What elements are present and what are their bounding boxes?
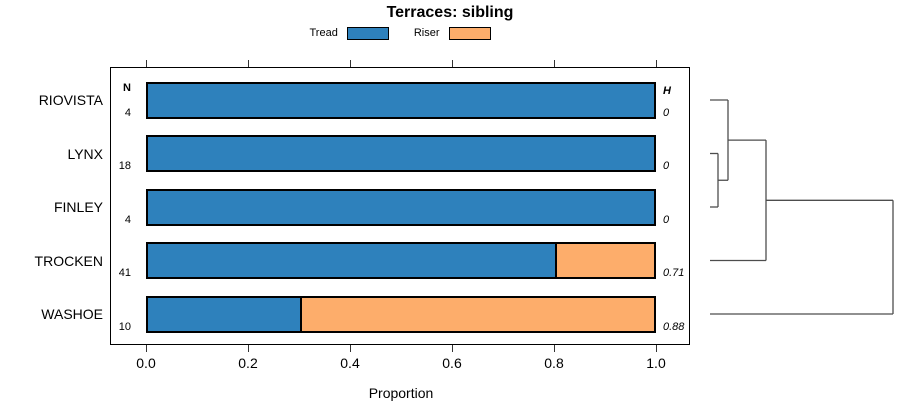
x-tick-top [247,60,249,67]
x-tick-label: 0.8 [544,355,564,371]
x-tick-top [655,60,657,67]
n-value-washoe: 10 [118,320,131,333]
x-tick-top [349,60,351,67]
x-tick-top [145,60,147,67]
h-value-washoe: 0.88 [663,320,685,333]
legend: Tread Riser [110,25,690,41]
legend-swatch-riser-icon [448,26,491,40]
h-value-riovista: 0 [663,106,670,119]
x-tick-label: 1.0 [646,355,666,371]
category-label-lynx: LYNX [67,145,103,162]
n-value-finley: 4 [124,213,131,226]
n-value-lynx: 18 [118,160,131,172]
x-tick-bottom [247,345,249,352]
x-tick-bottom [451,345,453,352]
x-tick-label: 0.0 [136,355,156,371]
x-tick-bottom [145,345,147,352]
bar-riovista [146,81,656,119]
category-label-riovista: RIOVISTA [38,92,103,108]
legend-label-tread: Tread [309,26,338,39]
legend-item-riser: Riser [413,26,491,40]
x-tick-label: 0.2 [238,355,258,371]
bar-finley [146,188,656,226]
legend-item-tread: Tread [309,26,389,40]
category-label-washoe: WASHOE [41,306,103,322]
x-tick-label: 0.6 [442,355,462,371]
x-tick-top [451,60,453,67]
h-value-finley: 0 [663,213,670,226]
riser-segment-trocken [555,244,654,277]
x-tick-top [553,60,555,67]
legend-swatch-tread-icon [346,26,389,40]
plot-area [110,67,690,345]
h-column-header: H [663,85,671,97]
category-label-trocken: TROCKEN [34,252,103,269]
n-value-riovista: 4 [124,106,131,119]
legend-label-riser: Riser [413,26,440,39]
x-tick-bottom [655,345,657,352]
n-column-header: N [123,82,131,94]
h-value-lynx: 0 [663,160,670,172]
category-label-finley: FINLEY [53,199,103,215]
x-tick-label: 0.4 [340,355,360,371]
h-value-trocken: 0.71 [663,267,685,279]
n-value-trocken: 41 [118,267,131,279]
chart-title: Terraces: sibling [386,4,514,21]
bar-trocken [146,242,656,279]
riser-segment-washoe [299,297,654,331]
bar-lynx [146,135,656,172]
x-tick-bottom [349,345,351,352]
x-axis-label: Proportion [368,385,434,401]
x-tick-bottom [553,345,555,352]
bar-washoe [146,295,656,333]
